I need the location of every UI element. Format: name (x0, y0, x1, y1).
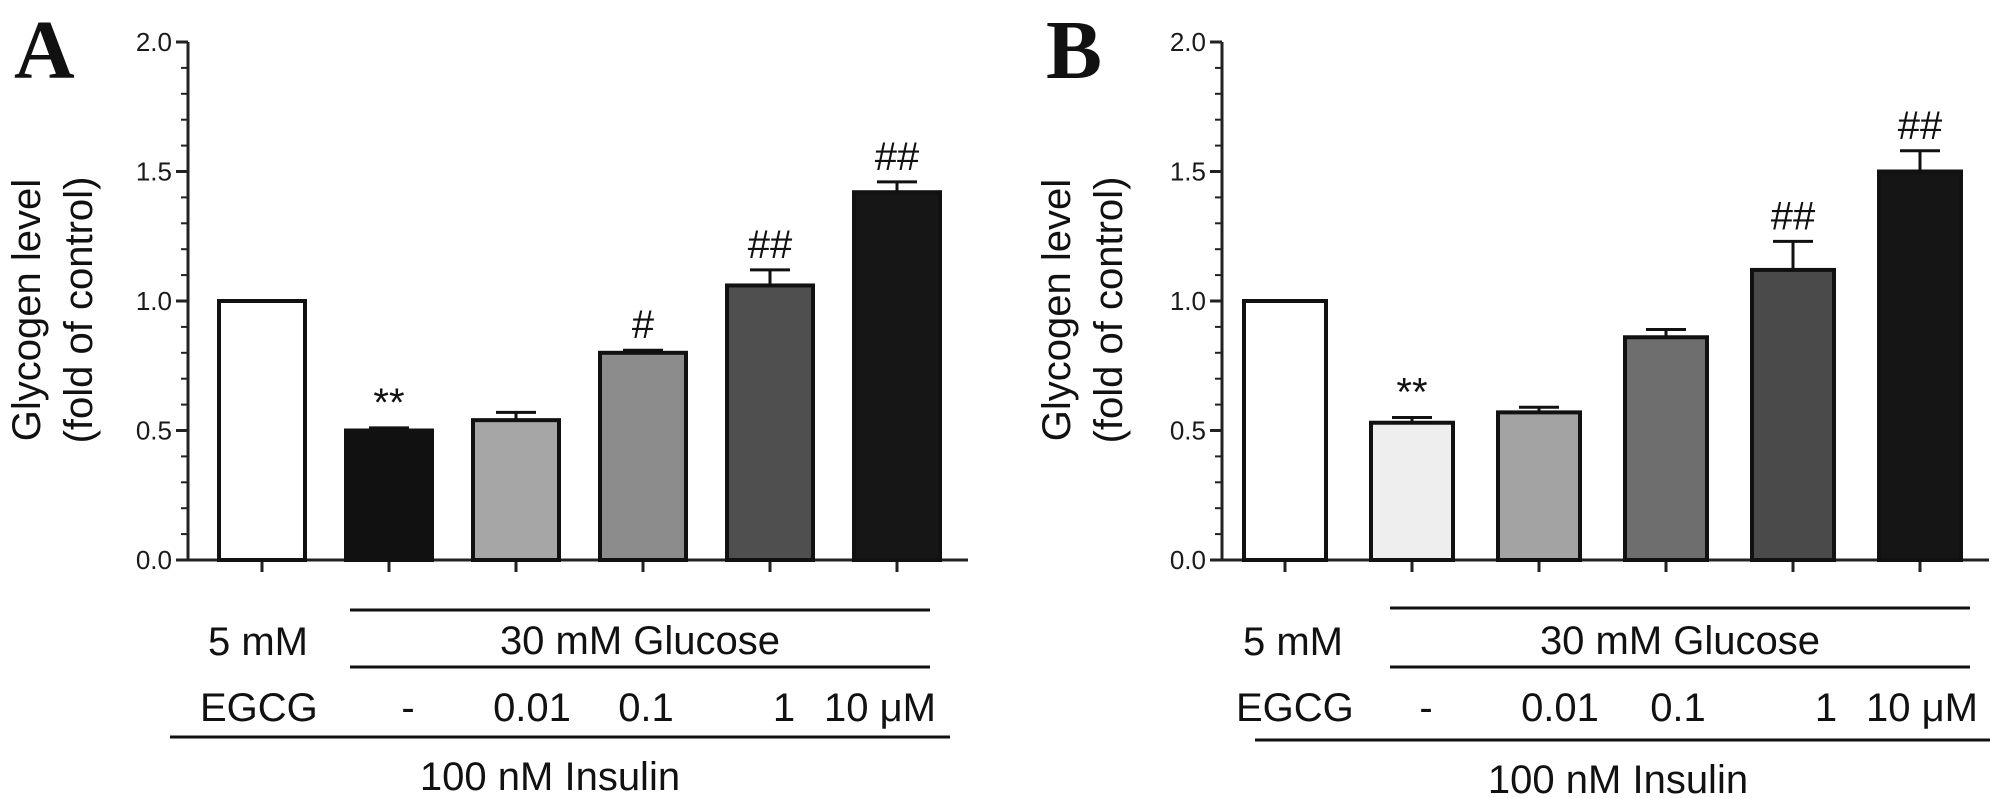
panel-b-bars: ** ## ## (1242, 104, 1963, 563)
panel-b-glucose-high: 30 mM Glucose (1540, 619, 1820, 663)
panel-b-y-tick-label: 1.5 (1170, 157, 1206, 187)
panel-a: A Glycogen level (fold of control) 0.00.… (5, 4, 968, 798)
panel-a-glucose-high: 30 mM Glucose (500, 619, 780, 663)
panel-b-y-tick-label: 0.0 (1170, 545, 1206, 575)
panel-a-egcg-value: - (401, 686, 414, 730)
panel-a-egcg-value: 10 μM (824, 686, 936, 730)
panel-a-egcg-value: 0.1 (618, 686, 674, 730)
panel-b-insulin: 100 nM Insulin (1488, 758, 1748, 798)
panel-b-egcg-label: EGCG (1236, 686, 1354, 730)
panel-a-significance-label: ** (373, 381, 404, 425)
panel-a-glucose-low: 5 mM (208, 620, 308, 664)
panel-a-y-tick-label: 1.5 (136, 157, 172, 187)
panel-b-bar (1496, 410, 1582, 562)
panel-b-egcg-value: 1 (1815, 686, 1837, 730)
panel-a-y-tick-label: 0.0 (136, 545, 172, 575)
panel-b-axes: 0.0 0.5 1.0 1.5 2.0 (1170, 27, 1989, 575)
panel-a-bar (598, 350, 688, 562)
panel-a-significance-label: # (632, 303, 655, 347)
panel-a-bar (852, 190, 942, 562)
panel-b-bar (1242, 299, 1328, 562)
panel-b-egcg-value: 0.01 (1521, 686, 1599, 730)
panel-b-ylabel-line1: Glycogen level (1035, 179, 1079, 441)
panel-a-y-tick-label: 2.0 (136, 27, 172, 57)
panel-a-bar (344, 428, 434, 562)
panel-a-egcg-value: 0.01 (493, 686, 571, 730)
panel-b-label: B (1046, 4, 1102, 97)
panel-b-bar (1750, 267, 1836, 562)
panel-b-significance-label: ** (1396, 371, 1427, 415)
panel-b-glucose-low: 5 mM (1243, 620, 1343, 664)
panel-b-bar (1623, 335, 1709, 563)
panel-b-egcg-values: - 0.01 0.1 1 10 μM (1419, 686, 1978, 730)
panel-b-bar (1877, 169, 1963, 562)
panel-b-egcg-value: 10 μM (1866, 686, 1978, 730)
panel-a-bar (725, 283, 815, 562)
panel-a-insulin: 100 nM Insulin (420, 755, 680, 798)
panel-a-y-tick-label: 0.5 (136, 416, 172, 446)
panel-a-axes: 0.0 0.5 1.0 1.5 2.0 (136, 27, 968, 575)
panel-a-condition-lines (170, 608, 950, 739)
panel-a-egcg-values: - 0.01 0.1 1 10 μM (401, 686, 936, 730)
panel-a-bar (471, 418, 561, 563)
panel-a-egcg-label: EGCG (200, 686, 318, 730)
panel-b-bar (1369, 420, 1455, 563)
panel-a-label: A (14, 4, 75, 97)
panel-a-bars: **##### (217, 135, 942, 563)
panel-b-significance-label: ## (1898, 104, 1943, 148)
panel-b-egcg-value: 0.1 (1650, 686, 1706, 730)
panel-b-y-tick-label: 0.5 (1170, 416, 1206, 446)
panel-a-ylabel-line2: (fold of control) (57, 177, 101, 444)
panel-a-significance-label: ## (875, 135, 920, 179)
panel-a-bar (217, 299, 307, 562)
panel-b-y-tick-label: 2.0 (1170, 27, 1206, 57)
panel-b-significance-label: ## (1771, 194, 1816, 238)
panel-b-egcg-value: - (1419, 686, 1432, 730)
panel-a-y-tick-label: 1.0 (136, 286, 172, 316)
panel-b-y-tick-label: 1.0 (1170, 286, 1206, 316)
panel-a-significance-label: ## (748, 223, 793, 267)
panel-a-egcg-value: 1 (773, 686, 795, 730)
panel-a-ylabel-line1: Glycogen level (5, 179, 49, 441)
panel-b: B Glycogen level (fold of control) 0.00.… (1035, 4, 1990, 798)
panel-b-ylabel-line2: (fold of control) (1087, 177, 1131, 444)
panel-b-condition-lines (1255, 606, 1990, 742)
